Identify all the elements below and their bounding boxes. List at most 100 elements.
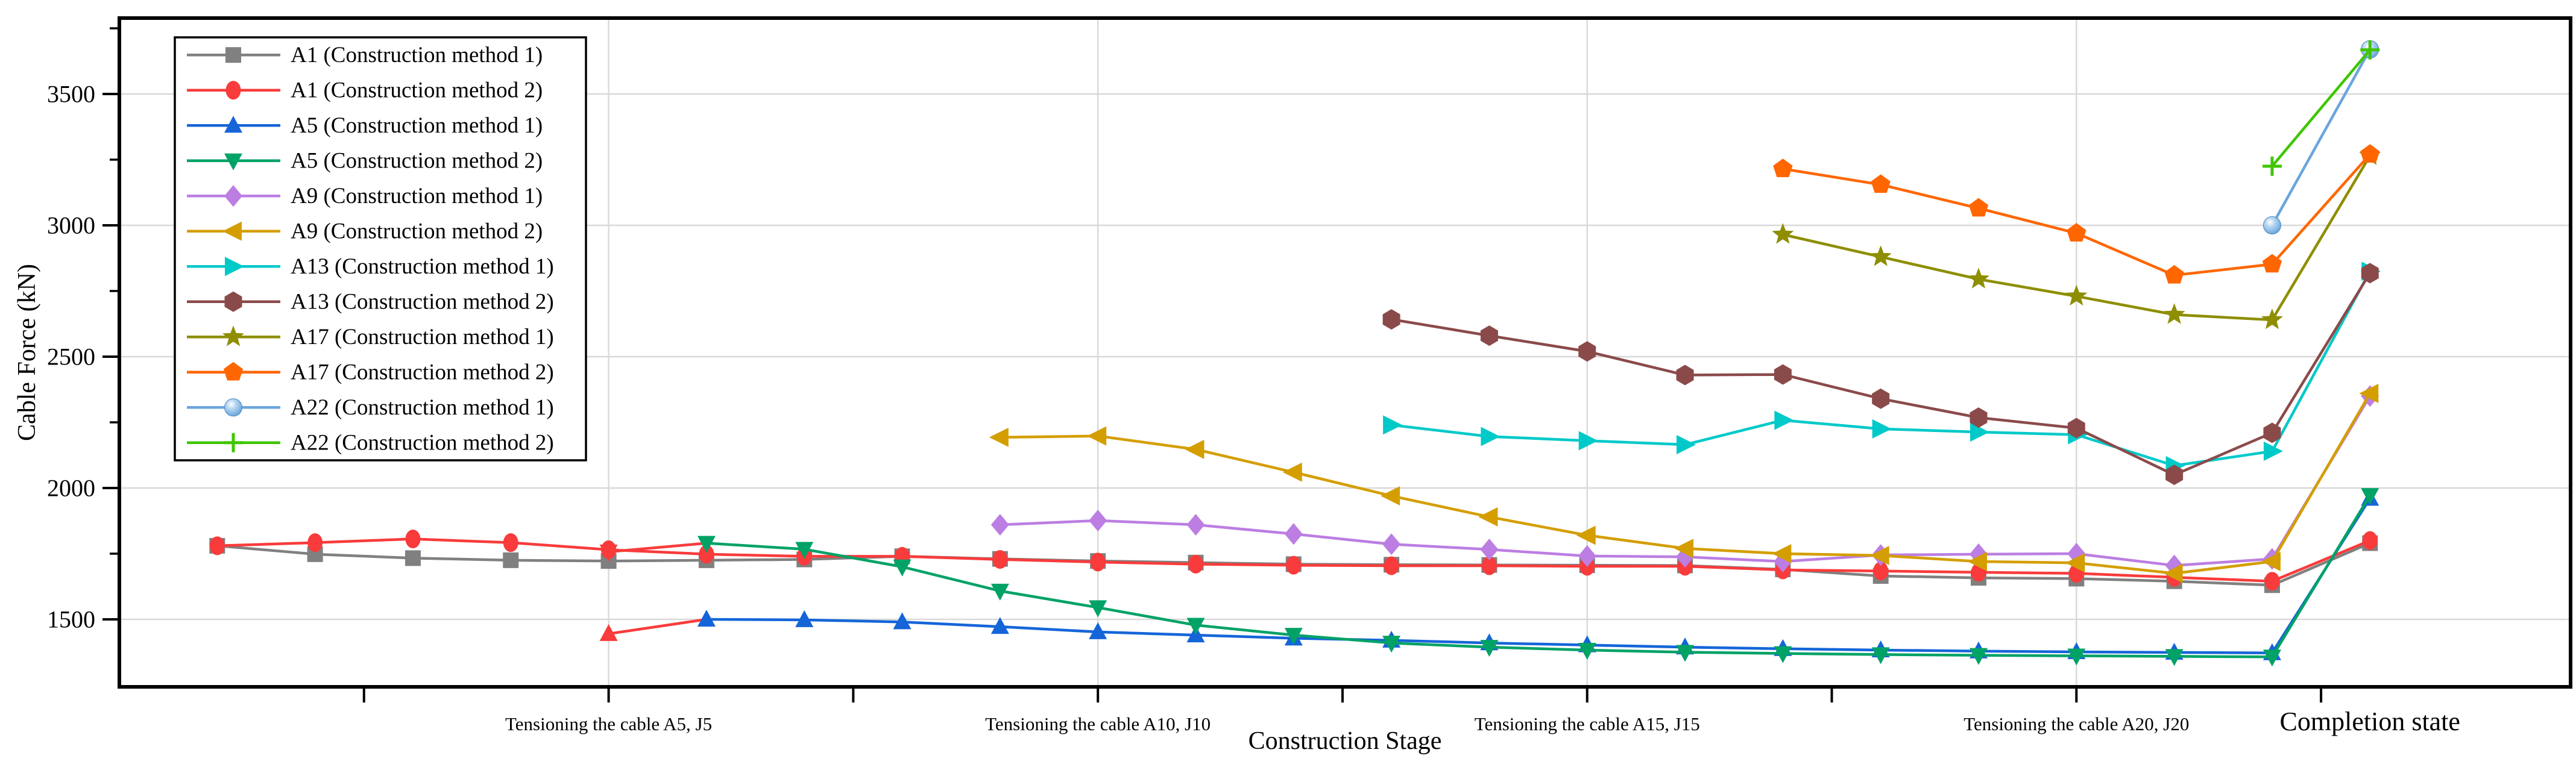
triangle-right-marker bbox=[1872, 419, 1892, 439]
series-A5-method2 bbox=[599, 488, 2379, 667]
hexagon-marker bbox=[224, 291, 242, 312]
x-stage-label: Tensioning the cable A5, J5 bbox=[505, 713, 712, 734]
triangle-left-marker bbox=[222, 221, 242, 241]
triangle-down-marker bbox=[2361, 488, 2379, 505]
triangle-down-marker bbox=[224, 153, 242, 171]
circle-marker bbox=[503, 533, 518, 552]
triangle-down-marker bbox=[2263, 649, 2281, 667]
plot-border bbox=[118, 16, 2572, 689]
y-tick-label: 2500 bbox=[47, 343, 95, 370]
pentagon-marker bbox=[1773, 158, 1793, 178]
y-tick-label: 2000 bbox=[47, 474, 95, 501]
triangle-down-marker bbox=[697, 536, 716, 553]
diamond-marker bbox=[1480, 538, 1499, 560]
legend-item-A9-method1: A9 (Construction method 1) bbox=[187, 184, 543, 208]
circle-marker bbox=[307, 533, 323, 552]
legend-label: A9 (Construction method 2) bbox=[291, 219, 543, 243]
circle-marker bbox=[225, 81, 241, 100]
hexagon-marker bbox=[1480, 325, 1498, 346]
triangle-left-marker bbox=[2163, 563, 2183, 583]
triangle-left-marker bbox=[2359, 384, 2379, 404]
triangle-right-marker bbox=[1970, 422, 1989, 442]
circle-marker bbox=[699, 545, 714, 564]
triangle-right-marker bbox=[1677, 435, 1696, 455]
triangle-right-marker bbox=[225, 257, 244, 277]
x-stage-label: Completion state bbox=[2280, 707, 2460, 736]
star-marker bbox=[222, 325, 245, 346]
triangle-down-marker bbox=[1382, 636, 1401, 653]
diamond-marker bbox=[1578, 545, 1596, 567]
triangle-left-marker bbox=[1381, 486, 1400, 506]
circle-marker bbox=[405, 530, 421, 549]
triangle-down-marker bbox=[893, 559, 912, 577]
series-A13-method1 bbox=[1383, 261, 2381, 475]
hexagon-marker bbox=[1382, 309, 1400, 330]
legend-item-A5-method2: A5 (Construction method 2) bbox=[187, 148, 543, 173]
legend-item-A17-method1: A17 (Construction method 1) bbox=[187, 325, 554, 349]
pentagon-marker bbox=[223, 361, 244, 381]
hexagon-marker bbox=[2165, 465, 2184, 486]
triangle-left-marker bbox=[1674, 539, 1694, 559]
x-stage-label: Tensioning the cable A15, J15 bbox=[1475, 713, 1700, 734]
circle-marker bbox=[1286, 555, 1302, 575]
triangle-down-marker bbox=[1676, 645, 1695, 662]
hexagon-marker bbox=[1578, 341, 1596, 362]
legend-label: A5 (Construction method 2) bbox=[291, 148, 543, 173]
axis-ticks bbox=[102, 27, 2323, 703]
hexagon-marker bbox=[2067, 418, 2085, 439]
triangle-up-marker bbox=[224, 116, 242, 133]
plot-frame bbox=[118, 16, 2572, 689]
circle-marker bbox=[1188, 554, 1203, 574]
legend-item-A22-method1: A22 (Construction method 1) bbox=[187, 395, 554, 420]
legend-label: A13 (Construction method 2) bbox=[291, 289, 554, 314]
square-marker bbox=[405, 550, 421, 566]
axis-labels: 1500 2000 2500 3000 3500 Tensioning the cable… bbox=[13, 80, 2460, 755]
series-A1-method2 bbox=[209, 530, 2378, 591]
triangle-right-marker bbox=[1578, 431, 1598, 451]
star-marker bbox=[2163, 303, 2185, 324]
triangle-down-marker bbox=[1871, 647, 1890, 665]
x-stage-label: Tensioning the cable A10, J10 bbox=[985, 713, 1211, 734]
legend-label: A5 (Construction method 1) bbox=[291, 113, 543, 138]
triangle-down-marker bbox=[599, 544, 618, 562]
legend-item-A9-method2: A9 (Construction method 2) bbox=[187, 219, 543, 243]
hexagon-marker bbox=[1872, 388, 1890, 409]
sphere-marker bbox=[224, 398, 242, 417]
triangle-down-marker bbox=[1578, 642, 1596, 660]
series-A9-method2 bbox=[989, 384, 2379, 583]
triangle-left-marker bbox=[1967, 552, 1987, 572]
x-axis-title: Construction Stage bbox=[1249, 727, 1442, 755]
pentagon-marker bbox=[1871, 174, 1891, 193]
triangle-left-marker bbox=[2261, 552, 2281, 572]
hexagon-marker bbox=[2361, 263, 2379, 284]
legend-item-A1-method2: A1 (Construction method 2) bbox=[187, 78, 543, 102]
hexagon-marker bbox=[1774, 364, 1792, 385]
triangle-up-marker bbox=[697, 609, 716, 627]
y-tick-label: 3000 bbox=[47, 211, 95, 239]
pentagon-marker bbox=[2360, 144, 2380, 163]
triangle-left-marker bbox=[2065, 553, 2085, 573]
diamond-marker bbox=[990, 514, 1009, 536]
triangle-up-marker bbox=[893, 612, 912, 630]
circle-marker bbox=[2362, 531, 2378, 550]
triangle-down-marker bbox=[1480, 640, 1499, 657]
series-A22-method1 bbox=[2263, 40, 2379, 234]
legend-label: A22 (Construction method 2) bbox=[291, 430, 554, 455]
triangle-left-marker bbox=[1772, 543, 1792, 563]
legend-item-A17-method2: A17 (Construction method 2) bbox=[187, 360, 554, 384]
legend-item-A1-method1: A1 (Construction method 1) bbox=[187, 43, 543, 67]
triangle-down-marker bbox=[1774, 646, 1792, 663]
legend: A1 (Construction method 1) A1 (Constructi… bbox=[174, 36, 587, 462]
star-marker bbox=[2065, 284, 2088, 306]
triangle-down-marker bbox=[2067, 648, 2086, 666]
circle-marker bbox=[1873, 562, 1889, 581]
circle-marker bbox=[2264, 572, 2280, 591]
legend-label: A22 (Construction method 1) bbox=[291, 395, 554, 420]
triangle-left-marker bbox=[1282, 462, 1302, 482]
plus-marker bbox=[224, 433, 243, 452]
legend-label: A17 (Construction method 1) bbox=[291, 325, 554, 349]
star-marker bbox=[1772, 223, 1794, 244]
legend-label: A1 (Construction method 1) bbox=[291, 43, 543, 67]
